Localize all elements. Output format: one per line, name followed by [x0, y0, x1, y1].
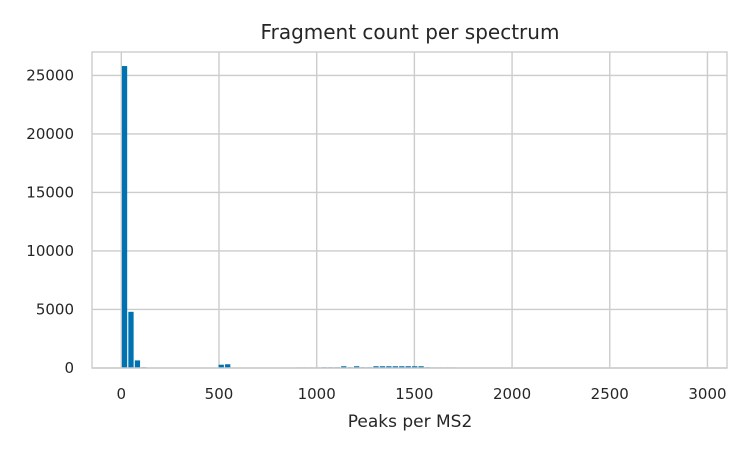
histogram-bar: [392, 366, 398, 368]
x-tick-label: 1500: [395, 385, 433, 403]
x-tick-label: 1000: [298, 385, 336, 403]
histogram-bars: [121, 66, 463, 369]
x-tick-label: 0: [117, 385, 127, 403]
y-tick-labels: 0 5000 10000 15000 20000 25000: [26, 66, 74, 377]
x-tick-label: 2500: [591, 385, 629, 403]
histogram-bar: [418, 366, 424, 368]
x-axis-label: Peaks per MS2: [348, 412, 473, 432]
histogram-bar: [386, 366, 392, 368]
chart-title: Fragment count per spectrum: [261, 20, 560, 44]
grid-lines: [92, 52, 727, 369]
y-tick-label: 15000: [26, 183, 74, 201]
histogram-bar: [134, 360, 141, 368]
x-tick-label: 500: [205, 385, 234, 403]
histogram-bar: [341, 366, 347, 368]
y-tick-label: 20000: [26, 125, 74, 143]
histogram-bar: [405, 366, 411, 368]
histogram-bar: [225, 364, 231, 368]
histogram-bar: [379, 366, 386, 368]
x-tick-label: 3000: [688, 385, 726, 403]
y-tick-label: 25000: [26, 66, 74, 84]
x-tick-label: 2000: [493, 385, 531, 403]
histogram-bar: [121, 66, 128, 369]
x-tick-labels: 0 500 1000 1500 2000 2500 3000: [117, 385, 727, 403]
histogram-bar: [354, 366, 360, 368]
histogram-bar: [128, 311, 134, 368]
y-tick-label: 0: [64, 359, 74, 377]
y-tick-label: 10000: [26, 242, 74, 260]
histogram-bar: [218, 364, 224, 368]
histogram-bar: [412, 366, 418, 368]
histogram-bar: [399, 366, 405, 368]
y-tick-label: 5000: [36, 300, 74, 318]
plot-frame: [91, 51, 728, 369]
histogram-bar: [373, 366, 379, 368]
